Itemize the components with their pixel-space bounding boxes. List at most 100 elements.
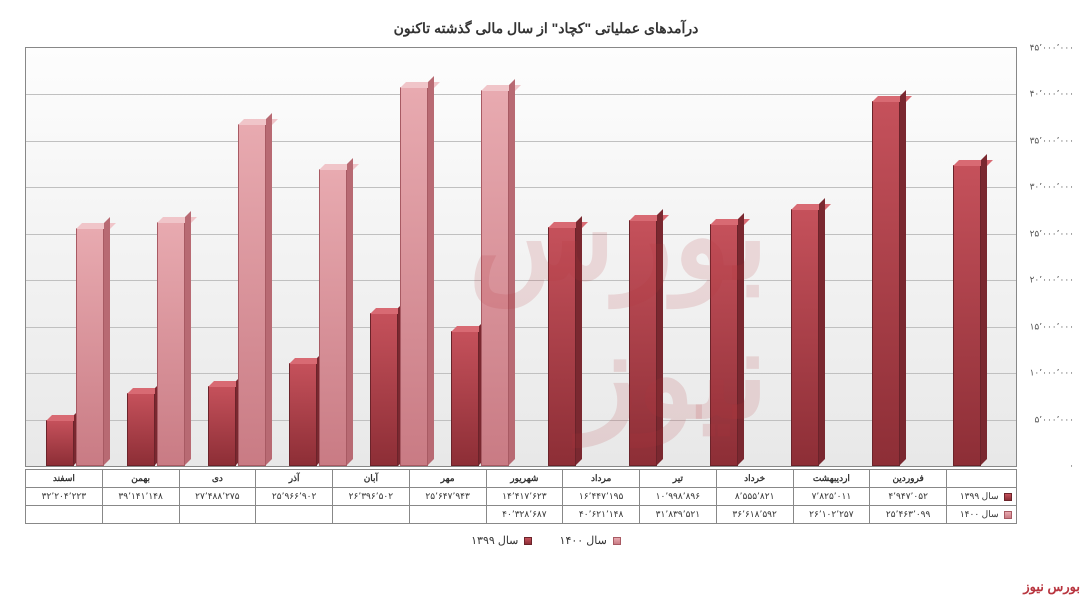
cell-1400	[26, 506, 103, 524]
watermark-corner: بورس نیوز	[1023, 579, 1080, 595]
legend-marker-1399-icon	[524, 537, 532, 545]
bar-1400	[238, 124, 266, 466]
row-label-1399: سال ۱۳۹۹	[960, 491, 999, 501]
bar-1399	[370, 313, 398, 467]
plot-area: ۰۵٬۰۰۰٬۰۰۰۱۰٬۰۰۰٬۰۰۰۱۵٬۰۰۰٬۰۰۰۲۰٬۰۰۰٬۰۰۰…	[25, 47, 1017, 467]
cell-1400: ۲۵٬۴۶۳٬۰۹۹	[870, 506, 947, 524]
y-tick: ۳۰٬۰۰۰٬۰۰۰	[1030, 182, 1074, 193]
category-header: خرداد	[716, 470, 793, 488]
row-header-1400: سال ۱۴۰۰	[947, 506, 1017, 524]
y-tick: ۳۵٬۰۰۰٬۰۰۰	[1030, 135, 1074, 146]
bar-group	[846, 101, 927, 466]
cell-1400: ۲۶٬۱۰۲٬۲۵۷	[793, 506, 870, 524]
y-tick: ۱۰٬۰۰۰٬۰۰۰	[1030, 368, 1074, 379]
bars-area	[26, 48, 1016, 466]
cell-1399: ۷٬۸۲۵٬۰۱۱	[793, 488, 870, 506]
cell-1399: ۱۶٬۴۴۷٬۱۹۵	[563, 488, 640, 506]
bar-1400	[319, 169, 347, 466]
bar-group	[34, 228, 115, 466]
legend-label-1399: سال ۱۳۹۹	[471, 535, 518, 547]
bar-group	[602, 220, 683, 466]
row-header-1399: سال ۱۳۹۹	[947, 488, 1017, 506]
bar-1399	[127, 393, 155, 466]
cell-1400: ۴۰٬۳۲۸٬۶۸۷	[486, 506, 563, 524]
table-header-row: فروردیناردیبهشتخردادتیرمردادشهریورمهرآبا…	[26, 470, 1017, 488]
bar-group	[440, 90, 521, 466]
bar-1399	[46, 420, 74, 466]
legend-marker-1400-icon	[613, 537, 621, 545]
marker-1400-icon	[1004, 511, 1012, 519]
cell-1400: ۳۶٬۶۱۸٬۵۹۲	[716, 506, 793, 524]
cell-1400	[179, 506, 256, 524]
category-header: دی	[179, 470, 256, 488]
bar-1399	[629, 220, 657, 466]
category-header: فروردین	[870, 470, 947, 488]
category-header: بهمن	[102, 470, 179, 488]
legend: سال ۱۴۰۰ سال ۱۳۹۹	[15, 534, 1077, 547]
row-label-1400: سال ۱۴۰۰	[960, 509, 999, 519]
bar-1400	[76, 228, 104, 466]
y-tick: ۱۵٬۰۰۰٬۰۰۰	[1030, 321, 1074, 332]
bar-1400	[157, 222, 185, 466]
cell-1399: ۳۲٬۲۰۴٬۲۲۳	[26, 488, 103, 506]
cell-1400	[409, 506, 486, 524]
category-header: مهر	[409, 470, 486, 488]
cell-1399: ۱۴٬۴۱۷٬۶۲۳	[486, 488, 563, 506]
cell-1400: ۴۰٬۶۲۱٬۱۴۸	[563, 506, 640, 524]
y-tick: ۴۵٬۰۰۰٬۰۰۰	[1030, 43, 1074, 54]
category-header: تیر	[640, 470, 717, 488]
bar-1399	[710, 224, 738, 466]
cell-1399: ۴٬۹۴۷٬۰۵۲	[870, 488, 947, 506]
bar-1400	[481, 90, 509, 466]
cell-1399: ۱۰٬۹۹۸٬۸۹۶	[640, 488, 717, 506]
cell-1400	[333, 506, 410, 524]
header-empty	[947, 470, 1017, 488]
legend-label-1400: سال ۱۴۰۰	[560, 535, 607, 547]
category-header: آذر	[256, 470, 333, 488]
bar-1399	[451, 331, 479, 466]
cell-1399: ۲۵٬۹۶۶٬۹۰۲	[256, 488, 333, 506]
bar-1399	[872, 101, 900, 466]
category-header: مرداد	[563, 470, 640, 488]
y-tick: ۲۰٬۰۰۰٬۰۰۰	[1030, 275, 1074, 286]
bar-group	[277, 169, 358, 466]
category-header: شهریور	[486, 470, 563, 488]
cell-1399: ۲۵٬۶۴۷٬۹۴۳	[409, 488, 486, 506]
bar-1399	[289, 363, 317, 466]
y-axis: ۰۵٬۰۰۰٬۰۰۰۱۰٬۰۰۰٬۰۰۰۱۵٬۰۰۰٬۰۰۰۲۰٬۰۰۰٬۰۰۰…	[1018, 48, 1076, 466]
bar-group	[196, 124, 277, 466]
cell-1399: ۸٬۵۵۵٬۸۲۱	[716, 488, 793, 506]
legend-item-1399: سال ۱۳۹۹	[471, 534, 532, 547]
cell-1400: ۳۱٬۸۳۹٬۵۲۱	[640, 506, 717, 524]
bar-group	[927, 165, 1008, 466]
category-header: اسفند	[26, 470, 103, 488]
chart-title: درآمدهای عملیاتی "کچاد" از سال مالی گذشت…	[15, 20, 1077, 37]
bar-group	[683, 224, 764, 466]
cell-1400	[256, 506, 333, 524]
bar-1400	[400, 87, 428, 466]
y-tick: ۴۰٬۰۰۰٬۰۰۰	[1030, 89, 1074, 100]
data-table: فروردیناردیبهشتخردادتیرمردادشهریورمهرآبا…	[25, 469, 1017, 524]
legend-item-1400: سال ۱۴۰۰	[560, 534, 621, 547]
table-row-1400: سال ۱۴۰۰ ۲۵٬۴۶۳٬۰۹۹۲۶٬۱۰۲٬۲۵۷۳۶٬۶۱۸٬۵۹۲۳…	[26, 506, 1017, 524]
cell-1399: ۳۹٬۱۴۱٬۱۴۸	[102, 488, 179, 506]
cell-1399: ۲۷٬۴۸۸٬۲۷۵	[179, 488, 256, 506]
y-tick: ۲۵٬۰۰۰٬۰۰۰	[1030, 228, 1074, 239]
y-tick: ۰	[1069, 461, 1074, 472]
bar-group	[764, 209, 845, 466]
marker-1399-icon	[1004, 493, 1012, 501]
bar-group	[115, 222, 196, 466]
bar-1399	[791, 209, 819, 466]
cell-1399: ۲۶٬۳۹۶٬۵۰۲	[333, 488, 410, 506]
cell-1400	[102, 506, 179, 524]
category-header: آبان	[333, 470, 410, 488]
table-row-1399: سال ۱۳۹۹ ۴٬۹۴۷٬۰۵۲۷٬۸۲۵٬۰۱۱۸٬۵۵۵٬۸۲۱۱۰٬۹…	[26, 488, 1017, 506]
bar-1399	[953, 165, 981, 466]
bar-group	[521, 227, 602, 466]
bar-group	[359, 87, 440, 466]
category-header: اردیبهشت	[793, 470, 870, 488]
bar-1399	[208, 386, 236, 466]
chart-container: درآمدهای عملیاتی "کچاد" از سال مالی گذشت…	[0, 0, 1092, 601]
bar-1399	[548, 227, 576, 466]
y-tick: ۵٬۰۰۰٬۰۰۰	[1034, 414, 1074, 425]
